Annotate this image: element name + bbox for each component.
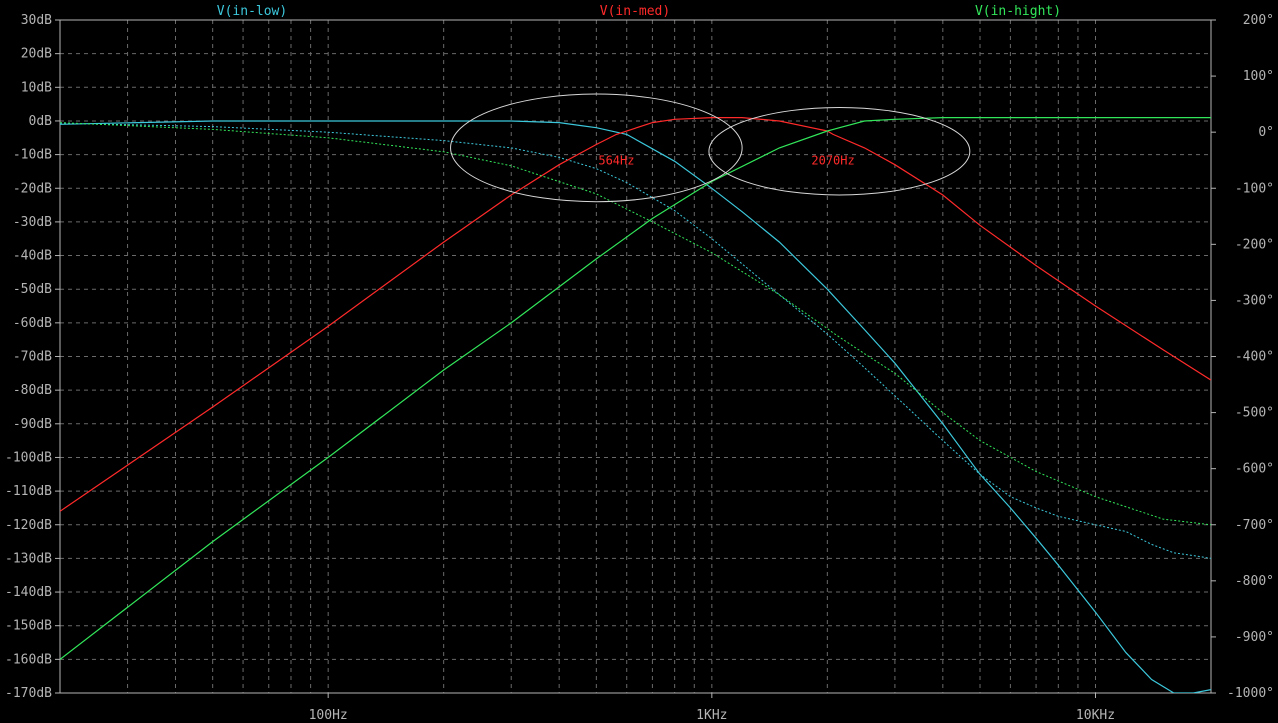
magnitude-trace-v-in-med- [60, 117, 1211, 512]
x-tick-label: 1KHz [696, 708, 727, 723]
legend-entry: V(in-med) [600, 4, 670, 19]
magnitude-trace-v-in-hight- [60, 117, 1211, 660]
y-right-tick-label: -1000° [1227, 686, 1274, 701]
y-right-tick-label: -800° [1235, 574, 1274, 589]
x-axis-labels: 100Hz 1KHz 10KHz [309, 693, 1115, 723]
annotation-label: 2070Hz [811, 154, 854, 168]
phase-trace-v-in-hight- [60, 122, 1211, 526]
y-right-tick-label: -700° [1235, 518, 1274, 533]
y-left-tick-label: -100dB [5, 450, 52, 465]
y-left-tick-label: -110dB [5, 484, 52, 499]
legend-entry: V(in-hight) [975, 4, 1061, 19]
y-right-tick-label: 0° [1258, 125, 1274, 140]
y-right-tick-label: -100° [1235, 181, 1274, 196]
y-left-tick-label: -140dB [5, 585, 52, 600]
y-left-tick-label: -50dB [13, 282, 52, 297]
y-left-tick-label: -130dB [5, 551, 52, 566]
legend-entry: V(in-low) [217, 4, 287, 19]
y-left-tick-label: 0dB [29, 114, 53, 129]
x-tick-label: 100Hz [309, 708, 348, 723]
y-left-tick-label: -30dB [13, 215, 52, 230]
y-left-tick-label: 30dB [21, 13, 52, 28]
y-left-tick-label: -20dB [13, 181, 52, 196]
magnitude-trace-v-in-low- [60, 120, 1211, 693]
y-axis-left-labels: 30dB 20dB 10dB 0dB -10dB -20dB -30dB -40dB -50dB… [5, 13, 60, 701]
y-left-tick-label: -160dB [5, 652, 52, 667]
y-right-tick-label: -600° [1235, 462, 1274, 477]
y-left-tick-label: -120dB [5, 518, 52, 533]
annotations: 564Hz 2070Hz [450, 93, 971, 203]
y-right-tick-label: -300° [1235, 293, 1274, 308]
y-left-tick-label: -70dB [13, 350, 52, 365]
y-right-tick-label: -400° [1235, 350, 1274, 365]
legend: V(in-low) V(in-med) V(in-hight) [217, 4, 1061, 19]
y-left-tick-label: -150dB [5, 619, 52, 634]
y-left-tick-label: -90dB [13, 417, 52, 432]
y-left-tick-label: -80dB [13, 383, 52, 398]
y-left-tick-label: 20dB [21, 47, 52, 62]
y-left-tick-label: -10dB [13, 148, 52, 163]
y-right-tick-label: 100° [1243, 69, 1274, 84]
y-left-tick-label: -170dB [5, 686, 52, 701]
y-left-tick-label: -40dB [13, 249, 52, 264]
y-right-tick-label: -900° [1235, 630, 1274, 645]
grid [60, 20, 1211, 693]
traces [60, 117, 1211, 693]
phase-trace-v-in-low- [60, 122, 1211, 559]
y-axis-right-labels: 200° 100° 0° -100° -200° -300° -400° -500° -600°… [1211, 13, 1274, 701]
annotation-label: 564Hz [598, 154, 634, 168]
annotation-ellipse [708, 106, 971, 196]
y-right-tick-label: 200° [1243, 13, 1274, 28]
annotation-ellipse [450, 93, 743, 203]
y-right-tick-label: -200° [1235, 237, 1274, 252]
y-left-tick-label: -60dB [13, 316, 52, 331]
y-left-tick-label: 10dB [21, 80, 52, 95]
y-right-tick-label: -500° [1235, 406, 1274, 421]
x-tick-label: 10KHz [1076, 708, 1115, 723]
